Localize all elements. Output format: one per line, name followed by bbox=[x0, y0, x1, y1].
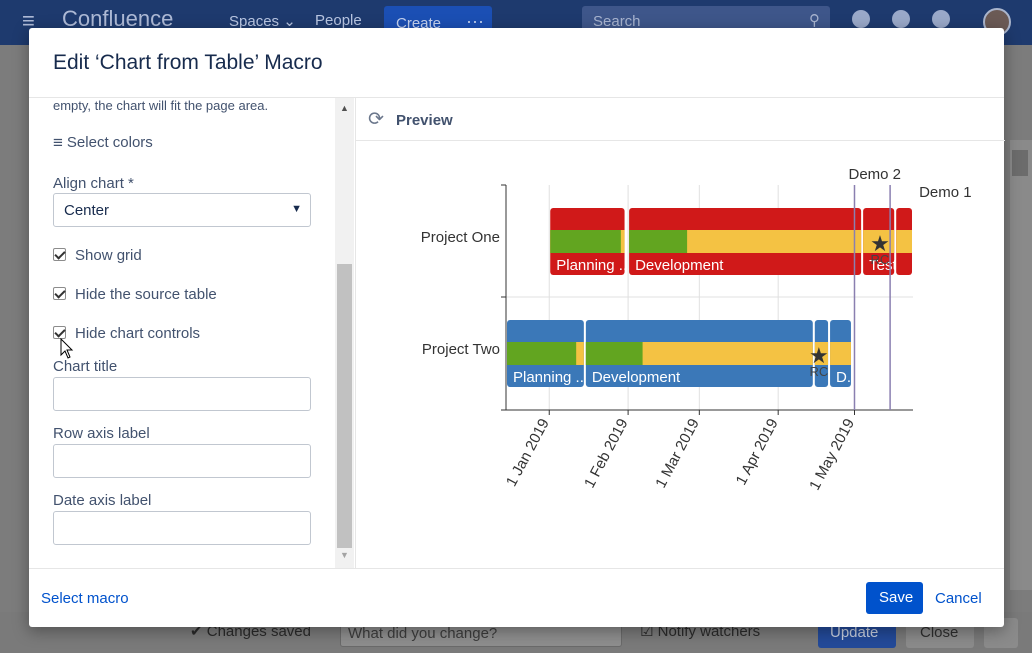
x-tick-label: 1 Apr 2019 bbox=[733, 416, 782, 488]
show-grid-checkbox[interactable]: Show grid bbox=[53, 247, 142, 264]
dialog-title: Edit ‘Chart from Table’ Macro bbox=[53, 51, 323, 74]
nav-people[interactable]: People bbox=[315, 12, 362, 29]
milestone-star-icon: ★ bbox=[870, 232, 890, 257]
row-axis-label-label: Row axis label bbox=[53, 425, 150, 442]
macro-edit-dialog: Edit ‘Chart from Table’ Macro empty, the… bbox=[29, 28, 1005, 627]
list-icon: ≡ bbox=[53, 133, 63, 152]
save-label: Save bbox=[879, 589, 914, 606]
macro-parameters-panel: empty, the chart will fit the page area.… bbox=[29, 98, 356, 568]
phase-label: Planning ... bbox=[556, 257, 631, 274]
select-colors-label: Select colors bbox=[66, 134, 153, 151]
preview-panel: ⟳ Preview Project One Planning ... Develop… bbox=[355, 98, 1005, 568]
progress-fill bbox=[585, 342, 643, 365]
phase-label: Test.. bbox=[869, 257, 905, 274]
row-label: Project Two bbox=[422, 341, 500, 358]
chevron-down-icon: ⌄ bbox=[283, 13, 296, 30]
changes-saved-status: ✔ Changes saved bbox=[190, 623, 311, 640]
update-label: Update bbox=[830, 624, 879, 641]
scroll-up-icon[interactable]: ▲ bbox=[340, 103, 349, 113]
chart-title-input[interactable] bbox=[53, 377, 311, 411]
progress-fill bbox=[629, 230, 688, 253]
notify-watchers-label: Notify watchers bbox=[657, 623, 761, 640]
mouse-cursor-icon bbox=[60, 338, 74, 359]
chart-title-label: Chart title bbox=[53, 358, 118, 375]
hide-source-table-label: Hide the source table bbox=[75, 286, 217, 303]
checkbox-checked-icon[interactable] bbox=[53, 326, 66, 339]
phase-label: D.. bbox=[836, 369, 855, 386]
show-grid-label: Show grid bbox=[75, 247, 142, 264]
progress-track bbox=[863, 230, 895, 253]
page-scrollbar-thumb[interactable] bbox=[1012, 150, 1028, 176]
save-button[interactable]: Save bbox=[866, 582, 923, 614]
phase-label: Planning ... bbox=[513, 369, 588, 386]
progress-track bbox=[896, 230, 912, 253]
marker-label: Demo 1 bbox=[919, 184, 972, 201]
parameters-scrollbar[interactable]: ▲ ▼ bbox=[335, 98, 354, 568]
phase-label: Development bbox=[592, 369, 681, 386]
x-tick-label: 1 Mar 2019 bbox=[652, 416, 703, 491]
x-tick-label: 1 Jan 2019 bbox=[503, 416, 553, 490]
close-label: Close bbox=[920, 624, 959, 641]
settings-icon[interactable] bbox=[892, 10, 910, 28]
menu-icon[interactable]: ≡ bbox=[22, 8, 35, 33]
select-macro-link[interactable]: Select macro bbox=[41, 590, 129, 607]
checkbox-checked-icon[interactable] bbox=[53, 248, 66, 261]
nav-spaces[interactable]: Spaces ⌄ bbox=[229, 12, 296, 30]
milestone-star-icon: ★ bbox=[809, 344, 829, 369]
preview-header: ⟳ Preview bbox=[356, 98, 1005, 141]
progress-track bbox=[814, 342, 829, 365]
page-scrollbar[interactable] bbox=[1010, 140, 1032, 590]
x-tick-label: 1 May 2019 bbox=[806, 416, 858, 493]
x-tick-label: 1 Feb 2019 bbox=[581, 416, 632, 491]
help-icon[interactable] bbox=[852, 10, 870, 28]
align-chart-label: Align chart * bbox=[53, 175, 134, 192]
date-axis-label-input[interactable] bbox=[53, 511, 311, 545]
progress-track bbox=[830, 342, 851, 365]
marker-label: Demo 2 bbox=[848, 166, 901, 183]
hide-source-table-checkbox[interactable]: Hide the source table bbox=[53, 286, 217, 303]
search-placeholder: Search bbox=[593, 13, 641, 30]
create-label: Create bbox=[396, 15, 442, 32]
changes-saved-text: Changes saved bbox=[206, 623, 311, 640]
refresh-icon[interactable]: ⟳ bbox=[368, 109, 384, 130]
align-chart-value: Center bbox=[64, 202, 110, 219]
progress-fill bbox=[550, 230, 621, 253]
progress-fill bbox=[507, 342, 577, 365]
parameters-scrollbar-thumb[interactable] bbox=[337, 264, 352, 548]
search-icon: ⚲ bbox=[809, 12, 820, 29]
phase-label: Development bbox=[635, 257, 724, 274]
width-hint-text: empty, the chart will fit the page area. bbox=[53, 98, 269, 113]
hide-chart-controls-checkbox[interactable]: Hide chart controls bbox=[53, 325, 200, 342]
notifications-icon[interactable] bbox=[932, 10, 950, 28]
select-colors-button[interactable]: ≡ Select colors bbox=[53, 133, 153, 153]
row-axis-label-input[interactable] bbox=[53, 444, 311, 478]
change-comment-placeholder: What did you change? bbox=[348, 625, 498, 642]
milestone-label: RC bbox=[871, 252, 890, 267]
more-create-icon[interactable]: ··· bbox=[466, 11, 484, 31]
gantt-chart: Project One Planning ... Development Test..… bbox=[356, 141, 1005, 568]
milestone-label: RC bbox=[809, 364, 828, 379]
notify-watchers-checkbox[interactable]: ☑ Notify watchers bbox=[640, 623, 761, 640]
chevron-down-icon: ▼ bbox=[291, 203, 302, 215]
hide-chart-controls-label: Hide chart controls bbox=[75, 325, 201, 342]
scroll-down-icon[interactable]: ▼ bbox=[340, 550, 349, 560]
row-label: Project One bbox=[421, 229, 500, 246]
nav-spaces-label: Spaces bbox=[229, 13, 280, 30]
dialog-header: Edit ‘Chart from Table’ Macro bbox=[29, 28, 1004, 98]
dialog-footer: Select macro Save Cancel bbox=[29, 568, 1004, 627]
checkbox-checked-icon[interactable] bbox=[53, 287, 66, 300]
date-axis-label-label: Date axis label bbox=[53, 492, 152, 509]
confluence-logo[interactable]: Confluence bbox=[62, 6, 174, 31]
cancel-button[interactable]: Cancel bbox=[935, 590, 982, 607]
preview-label: Preview bbox=[396, 112, 453, 129]
align-chart-select[interactable]: Center ▼ bbox=[53, 193, 311, 227]
